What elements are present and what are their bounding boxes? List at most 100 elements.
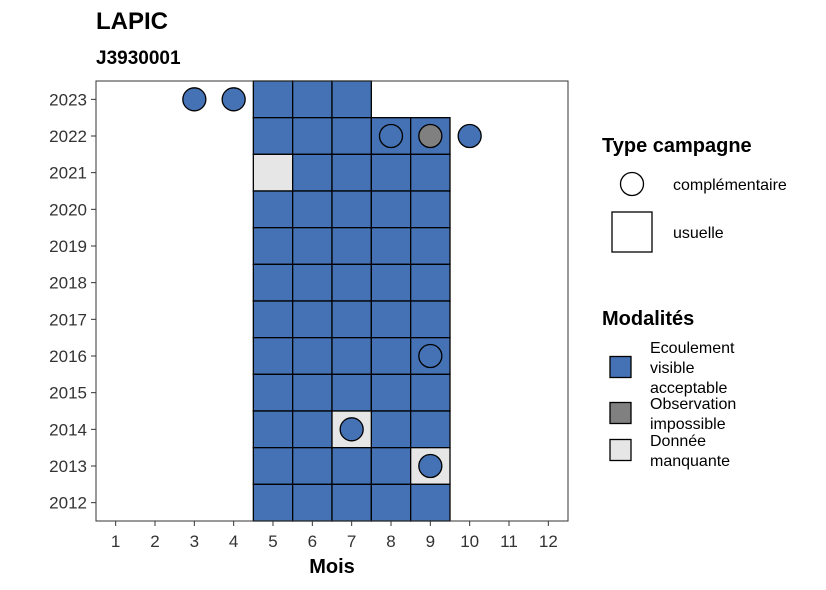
plot-panel-border [95,80,569,522]
usuelle-cell-2021-8 [370,153,412,192]
complementaire-point-2014-7 [339,417,364,442]
complementaire-point-2016-9 [418,343,443,369]
legend-key-square [611,211,653,253]
legend-key-circle [619,171,645,197]
usuelle-cell-2021-7 [331,153,372,192]
usuelle-cell-2021-9 [410,153,451,192]
x-tick-label-4: 4 [229,532,238,551]
usuelle-cell-2012-6 [292,483,333,522]
x-tick-label-11: 11 [500,532,518,551]
usuelle-cell-2017-9 [410,300,451,339]
usuelle-cell-2014-8 [370,410,412,449]
usuelle-cell-2014-6 [292,410,333,449]
usuelle-cell-2016-6 [292,337,333,375]
usuelle-cell-2018-6 [292,263,333,302]
legend: Type campagne Modalités complémentaire us… [602,135,787,470]
usuelle-cell-2015-7 [331,373,372,412]
usuelle-cell-2023-5 [252,80,294,119]
usuelle-cell-2022-6 [292,117,333,155]
usuelle-cell-2019-7 [331,227,372,265]
usuelle-cell-2015-5 [252,373,294,412]
x-tick-label-9: 9 [426,532,435,551]
usuelle-cell-2019-5 [252,227,294,265]
x-tick-label-8: 8 [386,532,395,551]
complementaire-point-2023-3 [182,87,207,112]
usuelle-cell-2013-8 [370,447,412,485]
usuelle-cell-2016-7 [331,337,372,375]
y-tick-label-2015: 2015 [49,384,87,403]
legend-modalite-label-2: Donnée manquante [650,433,730,470]
y-tick-label-2018: 2018 [49,274,87,293]
usuelle-cell-2019-9 [410,227,451,265]
y-tick-label-2013: 2013 [49,457,87,476]
usuelle-cell-2018-9 [410,263,451,302]
usuelle-cell-2020-9 [410,190,451,229]
usuelle-cell-2023-7 [331,80,372,119]
usuelle-cell-2018-5 [252,263,294,302]
usuelle-cell-2017-8 [370,300,412,339]
usuelle-cell-2013-5 [252,447,294,485]
x-axis-label: Mois [309,556,355,578]
usuelle-cell-2017-6 [292,300,333,339]
usuelle-cell-2015-9 [410,373,451,412]
legend-modalite-label-0: Ecoulement visible acceptable [650,340,735,397]
usuelle-cell-2020-8 [370,190,412,229]
usuelle-cell-2019-8 [370,227,412,265]
y-tick-label-2019: 2019 [49,237,87,256]
usuelle-cell-2017-7 [331,300,372,339]
chart-subtitle: J3930001 [96,48,181,69]
cells-layer [252,80,451,522]
usuelle-cell-2020-6 [292,190,333,229]
usuelle-cell-2015-6 [292,373,333,412]
complementaire-point-2023-4 [221,87,246,112]
y-tick-label-2023: 2023 [49,90,87,109]
usuelle-cell-2020-7 [331,190,372,229]
complementaire-point-2013-9 [418,453,443,479]
legend-modalite-key-1 [609,401,632,425]
usuelle-cell-2023-6 [292,80,333,119]
usuelle-cell-2021-6 [292,153,333,192]
y-tick-label-2021: 2021 [49,164,87,183]
legend-type-title: Type campagne [602,135,752,157]
complementaire-point-2022-8 [378,123,404,149]
axes-layer: 1 2 3 4 5 6 7 8 9 10 11 122012201320142015201620172… [49,90,558,551]
usuelle-cell-2016-5 [252,337,294,375]
usuelle-cell-2013-6 [292,447,333,485]
x-tick-label-7: 7 [347,532,356,551]
x-tick-label-2: 2 [150,532,159,551]
usuelle-cell-2014-9 [410,410,451,449]
complementaire-point-2022-9 [418,123,443,149]
usuelle-cell-2012-8 [370,483,412,522]
usuelle-cell-2019-6 [292,227,333,265]
usuelle-cell-2012-5 [252,483,294,522]
legend-type-label-1: usuelle [673,225,724,242]
usuelle-cell-2013-7 [331,447,372,485]
points-layer [182,87,482,479]
legend-modalite-key-0 [609,355,632,379]
usuelle-cell-2015-8 [370,373,412,412]
usuelle-cell-2018-7 [331,263,372,302]
x-tick-label-12: 12 [539,532,558,551]
chart-title: LAPIC [96,8,168,35]
legend-modalites-title: Modalités [602,308,694,330]
y-tick-label-2012: 2012 [49,494,87,513]
y-tick-label-2016: 2016 [49,347,87,366]
y-tick-label-2017: 2017 [49,310,87,329]
usuelle-cell-2020-5 [252,190,294,229]
y-tick-label-2014: 2014 [49,420,87,439]
usuelle-cell-2018-8 [370,263,412,302]
usuelle-cell-2016-8 [370,337,412,375]
usuelle-cell-2017-5 [252,300,294,339]
usuelle-cell-2014-5 [252,410,294,449]
legend-modalite-key-2 [609,438,632,462]
x-tick-label-10: 10 [460,532,479,551]
usuelle-cell-2021-5 [252,153,294,192]
usuelle-cell-2012-7 [331,483,372,522]
usuelle-cell-2012-9 [410,483,451,522]
complementaire-point-2022-10 [457,123,482,149]
legend-modalite-label-1: Observation impossible [650,396,736,433]
legend-type-label-0: complémentaire [673,177,787,194]
usuelle-cell-2022-7 [331,117,372,155]
y-tick-label-2022: 2022 [49,127,87,146]
